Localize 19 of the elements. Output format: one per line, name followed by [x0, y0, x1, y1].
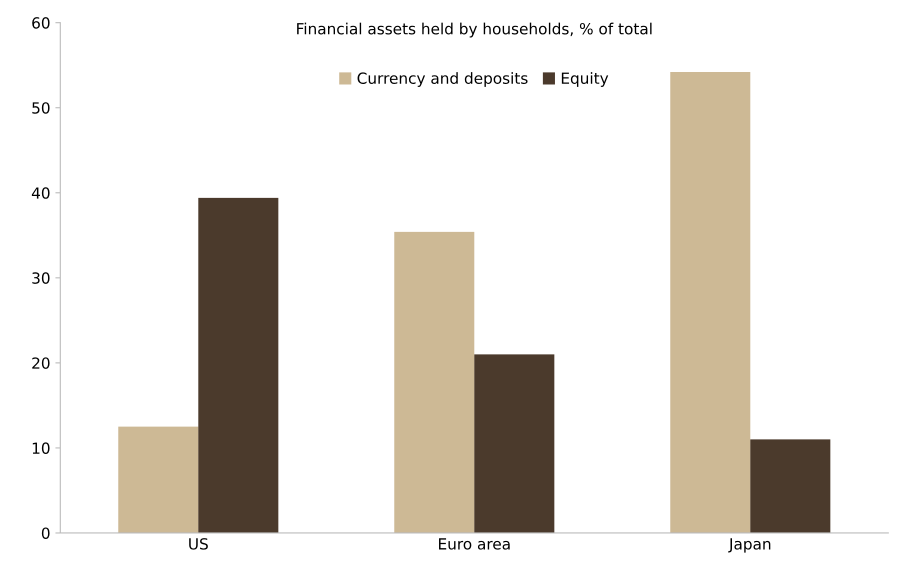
y-tick-label: 30 [32, 272, 50, 284]
legend-label: Equity [562, 72, 608, 87]
y-tick-label: 40 [32, 187, 50, 199]
y-tick-label: 10 [32, 442, 50, 454]
y-tick-label: 50 [32, 102, 50, 114]
bar [670, 72, 750, 533]
y-tick-label: 0 [42, 527, 50, 539]
bar [750, 439, 830, 533]
y-tick-label: 60 [32, 17, 50, 29]
y-tick-label: 20 [32, 357, 50, 369]
legend-label: Currency and deposits [358, 72, 528, 87]
chart-title: Financial assets held by households, % of total [297, 22, 652, 38]
bar [474, 354, 554, 533]
x-tick-label: Euro area [439, 538, 510, 550]
x-tick-label: Japan [728, 538, 770, 553]
x-tick-label: US [189, 538, 208, 550]
bar [198, 198, 278, 533]
bar [394, 232, 474, 533]
bar [118, 426, 198, 533]
